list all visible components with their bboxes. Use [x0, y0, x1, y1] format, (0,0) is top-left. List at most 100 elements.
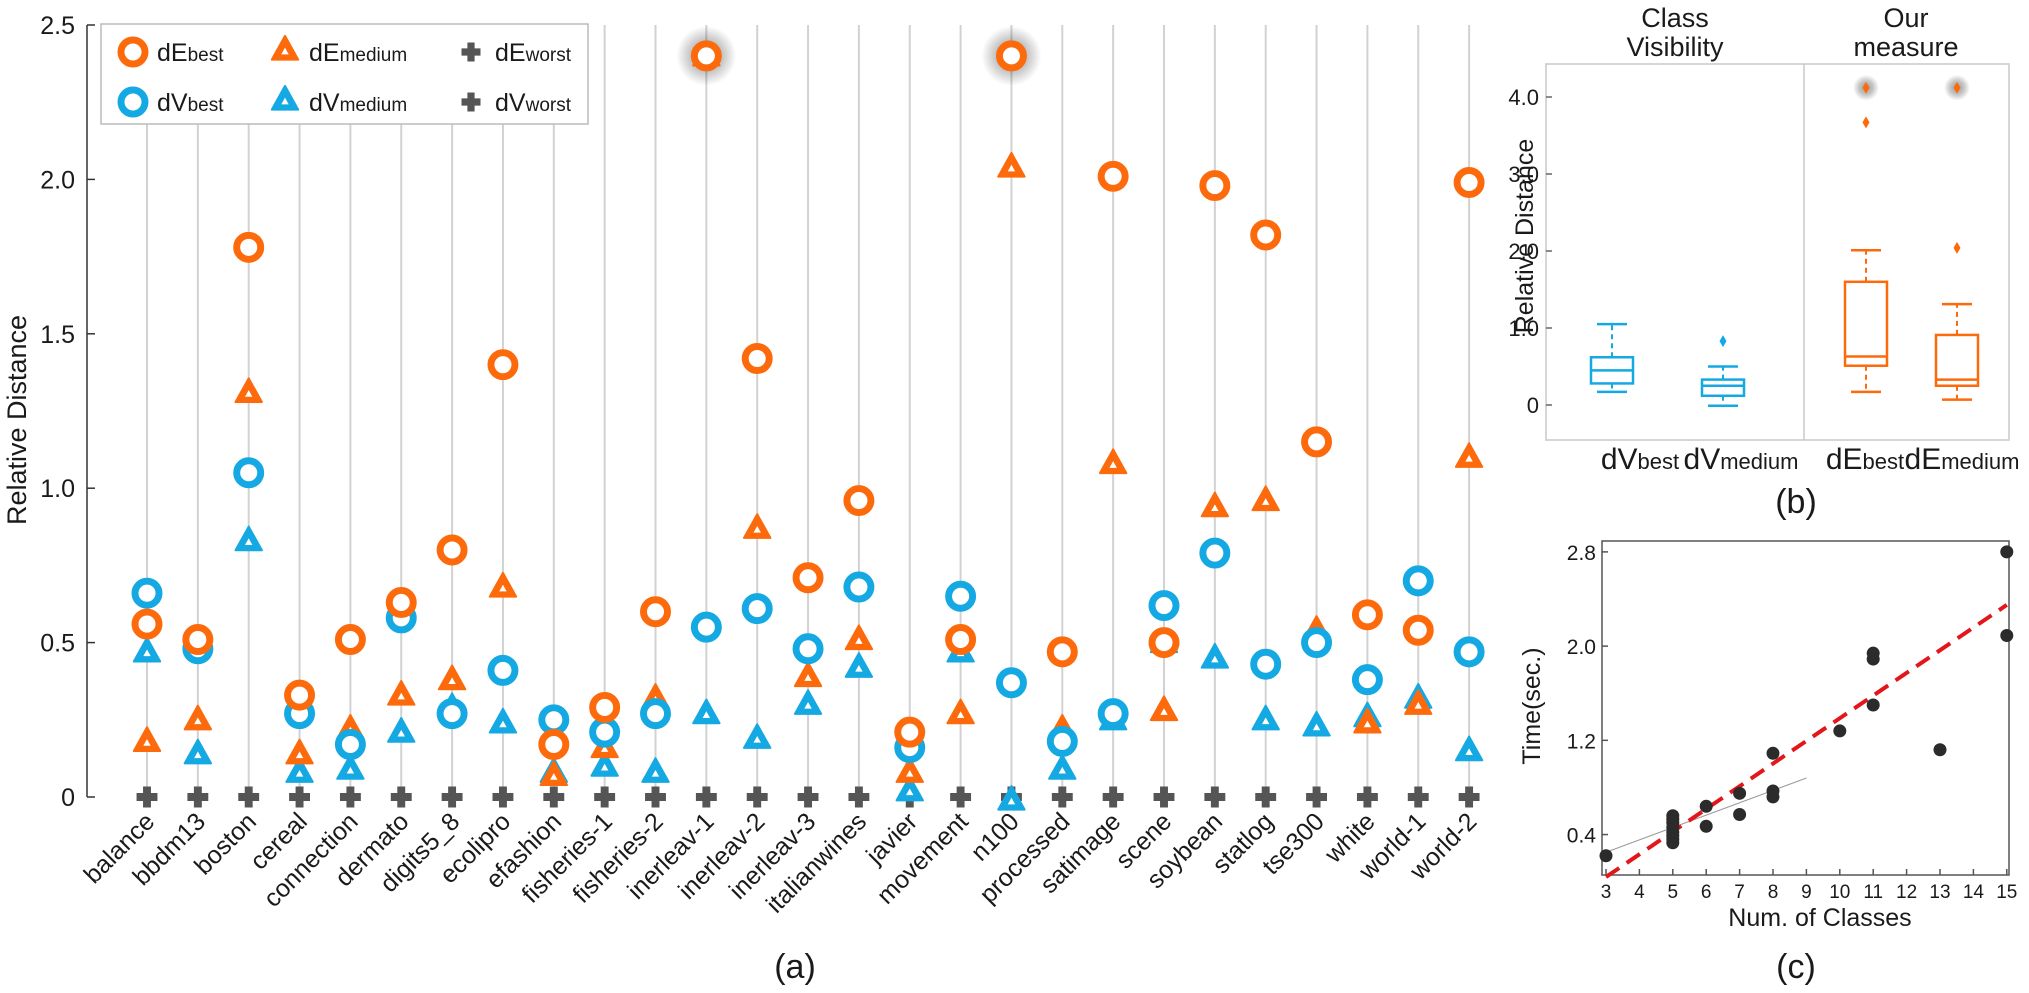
x-tick-label: 14 [1963, 882, 1985, 903]
label-subscript: best [1863, 449, 1905, 474]
x-tick-label: 6 [1701, 882, 1712, 903]
data-point [1833, 724, 1847, 738]
dEbest-marker-inerleav-1 [690, 40, 722, 72]
legend-marker-dVbest [117, 86, 149, 118]
x-tick-label: 10 [1829, 882, 1850, 903]
data-point [1699, 799, 1713, 813]
dEbest-marker-javier [894, 716, 926, 748]
label-base: dE [495, 39, 526, 67]
data-point [2000, 629, 2014, 643]
legend-marker-dEmedium-hole [281, 47, 289, 55]
dVmedium-marker-balance-hole [143, 649, 151, 657]
boxplot-dVbest [1589, 322, 1635, 394]
x-tick-label: 12 [1896, 882, 1917, 903]
data-point [1733, 808, 1747, 822]
dEmedium-marker-italianwines-hole [855, 637, 863, 644]
dEmedium-marker-soybean-hole [1211, 504, 1219, 512]
dVbest-marker-n100 [995, 667, 1027, 699]
dEmedium-marker-boston-hole [245, 390, 253, 397]
dVbest-marker-white [1351, 664, 1383, 696]
dEmedium-marker-efashion-hole [550, 773, 558, 780]
outlier-marker [1719, 335, 1727, 348]
dVbest-marker-movement [945, 580, 977, 612]
panel-a: 0 0.5 1.0 1.5 2.0 2.5 Relative Distance balan… [2, 12, 1485, 986]
panel-a-category-labels: balancebbdm13bostoncerealconnectionderma… [79, 807, 1483, 918]
dVbest-marker-inerleav-2 [741, 593, 773, 625]
legend-box [100, 23, 589, 125]
dVmedium-marker-ecolipro-hole [499, 720, 507, 728]
x-tick-label: 13 [1929, 882, 1950, 903]
dEworst-marker-dermato [390, 786, 412, 808]
dEmedium-marker-satimage-hole [1109, 461, 1117, 468]
box [1934, 333, 1980, 387]
dEworst-marker-connection [339, 786, 361, 808]
x-tick-label: 11 [1863, 882, 1883, 903]
group-title-our-measure: Our measure [1853, 3, 1958, 62]
dEmedium-marker-world-2-hole [1465, 455, 1473, 462]
panel-b-y-axis-label: Relative Distance [1511, 139, 1539, 334]
panel-b-frame [1545, 63, 2010, 441]
outlier-marker [1862, 81, 1870, 94]
dVbest-marker-connection [334, 729, 366, 760]
label-subscript: medium [340, 45, 408, 66]
legend-label-dEworst: dEworst [495, 39, 572, 67]
dVmedium-marker-cereal-hole [295, 769, 304, 777]
dEbest-marker-inerleav-2 [741, 343, 773, 374]
dVbest-marker-processed [1046, 725, 1078, 757]
label-subscript: best [1638, 449, 1680, 474]
dEbest-marker-fisheries-2 [640, 596, 671, 628]
data-point [1866, 646, 1880, 660]
dEworst-marker-digits5_8 [441, 786, 463, 808]
dVmedium-marker-world-2-hole [1465, 748, 1473, 756]
label-base: dE [309, 39, 340, 67]
dVmedium-marker-statlog-hole [1262, 717, 1270, 725]
data-point [1766, 746, 1780, 760]
dVmedium-marker-dermato-hole [397, 729, 405, 737]
dEworst-marker-ecolipro [492, 786, 514, 808]
label-subscript: medium [1941, 449, 2019, 474]
label-subscript: worst [525, 95, 572, 116]
panel-b: 0 1.0 2.0 3.0 4.0 Relative Distance Class Vi… [1508, 3, 2019, 521]
dEworst-marker-balance [136, 786, 158, 808]
dEworst-marker-bbdm13 [187, 786, 209, 808]
dEmedium-marker-world-1-hole [1414, 702, 1422, 709]
legend-label-dVbest: dVbest [157, 89, 224, 117]
outlier-marker [1862, 116, 1870, 129]
dEworst-marker-processed [1051, 786, 1073, 808]
dEworst-marker-movement [950, 786, 972, 808]
data-point [1766, 784, 1780, 798]
dEmedium-marker-movement-hole [956, 711, 965, 718]
dEmedium-marker-ecolipro-hole [499, 584, 507, 592]
panel-c-x-axis-label: Num. of Classes [1728, 904, 1911, 932]
data-point [1733, 786, 1747, 800]
outlier-marker [1953, 81, 1961, 94]
dVmedium-marker-inerleav-1-hole [702, 711, 711, 718]
legend-marker-dVworst [461, 92, 481, 112]
group-title-line-1: Our [1883, 3, 1928, 33]
dVmedium-marker-inerleav-3-hole [804, 702, 812, 709]
dEbest-marker-processed [1046, 636, 1078, 668]
dEworst-marker-boston [238, 786, 260, 808]
dVmedium-marker-italianwines-hole [855, 664, 863, 672]
group-title-line-2: measure [1853, 32, 1958, 62]
y-tick-label: 1.2 [1567, 730, 1596, 753]
panel-c-label: (c) [1776, 948, 1816, 986]
dVbest-marker-inerleav-3 [792, 633, 824, 665]
dEworst-marker-efashion [543, 786, 565, 808]
label-base: dE [157, 39, 188, 67]
dEbest-marker-connection [334, 624, 366, 655]
legend-label-dVmedium: dVmedium [309, 89, 407, 117]
dVbest-marker-tse300 [1301, 627, 1333, 659]
dVmedium-marker-boston-hole [245, 538, 253, 546]
panel-b-y-ticks: 0 1.0 2.0 3.0 4.0 [1508, 85, 1552, 418]
dVmedium-marker-processed-hole [1058, 766, 1066, 774]
box-label-dVmedium: dVmedium [1684, 443, 1799, 476]
dEbest-marker-bbdm13 [182, 624, 214, 655]
dEmedium-marker-white-hole [1363, 720, 1372, 728]
label-base: dE [1826, 443, 1863, 476]
y-tick-label: 4.0 [1508, 85, 1539, 110]
dVmedium-marker-javier-hole [906, 788, 914, 796]
label-base: dV [157, 89, 188, 117]
x-tick-label: 7 [1734, 882, 1745, 903]
dEworst-marker-tse300 [1306, 786, 1327, 808]
